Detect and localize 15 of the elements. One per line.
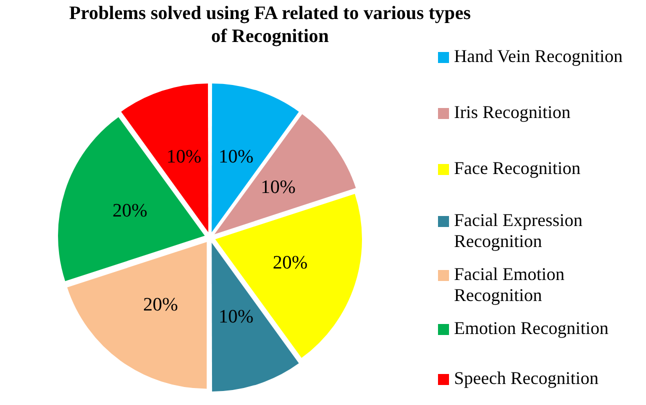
legend-label: Face Recognition: [454, 158, 580, 179]
data-label: 10%: [260, 176, 296, 198]
legend-label: Hand Vein Recognition: [454, 46, 623, 67]
data-label: 10%: [218, 306, 254, 328]
data-label: 20%: [112, 200, 148, 222]
legend-label: Emotion Recognition: [454, 318, 608, 339]
data-label: 20%: [272, 252, 308, 274]
data-label: 10%: [218, 146, 254, 168]
data-label: 20%: [143, 294, 178, 316]
data-label: 10%: [166, 146, 202, 168]
legend-label: Facial Expression Recognition: [454, 210, 584, 252]
legend-label: Speech Recognition: [454, 368, 598, 389]
legend-label: Facial Emotion Recognition: [454, 264, 566, 306]
chart-title: Problems solved using FA related to various types of Recognition: [69, 3, 471, 47]
legend-label: Iris Recognition: [454, 102, 570, 123]
